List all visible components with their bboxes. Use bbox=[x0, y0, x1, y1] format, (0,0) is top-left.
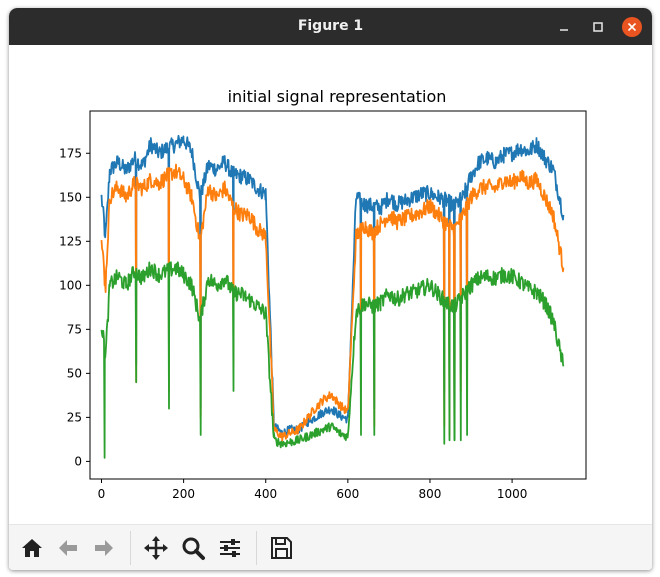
axes-frame bbox=[89, 110, 587, 480]
figure-canvas[interactable]: initial signal representation 0 200 400 600… bbox=[9, 45, 652, 524]
home-icon bbox=[22, 539, 42, 557]
window-title: Figure 1 bbox=[297, 18, 364, 34]
maximize-icon bbox=[593, 22, 603, 32]
series-line-3 bbox=[100, 261, 565, 459]
y-axis: 0 25 50 75 100 125 150 175 bbox=[59, 146, 90, 468]
y-tick-label: 50 bbox=[67, 366, 82, 380]
zoom-button[interactable] bbox=[180, 535, 206, 561]
y-tick-label: 125 bbox=[59, 234, 82, 248]
y-tick-label: 0 bbox=[74, 454, 82, 468]
title-bar[interactable]: Figure 1 bbox=[9, 8, 652, 45]
back-button[interactable] bbox=[55, 535, 81, 561]
save-button[interactable] bbox=[268, 535, 294, 561]
minimize-icon bbox=[560, 29, 568, 31]
subplots-config-icon bbox=[220, 539, 240, 557]
toolbar-separator bbox=[256, 531, 257, 565]
forward-arrow-icon bbox=[95, 540, 113, 556]
toolbar-separator bbox=[130, 531, 131, 565]
x-axis: 0 200 400 600 800 1000 bbox=[98, 479, 528, 501]
y-tick-label: 150 bbox=[59, 190, 82, 204]
series-line-1 bbox=[100, 134, 565, 438]
x-tick-label: 400 bbox=[254, 487, 277, 501]
back-arrow-icon bbox=[59, 540, 77, 556]
navigation-toolbar bbox=[9, 524, 652, 570]
x-tick-label: 800 bbox=[419, 487, 442, 501]
forward-button[interactable] bbox=[91, 535, 117, 561]
series-line-2 bbox=[100, 163, 565, 442]
x-tick-label: 200 bbox=[172, 487, 195, 501]
x-tick-label: 0 bbox=[98, 487, 106, 501]
x-tick-label: 1000 bbox=[497, 487, 528, 501]
figure-window: Figure 1 initial signal representation 0… bbox=[9, 8, 652, 570]
y-tick-label: 175 bbox=[59, 146, 82, 160]
x-tick-label: 600 bbox=[336, 487, 359, 501]
minimize-button[interactable] bbox=[554, 17, 574, 37]
y-tick-label: 100 bbox=[59, 278, 82, 292]
y-tick-label: 25 bbox=[67, 410, 82, 424]
series-layer bbox=[100, 134, 565, 459]
y-tick-label: 75 bbox=[67, 322, 82, 336]
close-icon bbox=[627, 22, 637, 32]
chart: initial signal representation 0 200 400 600… bbox=[59, 87, 587, 501]
home-button[interactable] bbox=[19, 535, 45, 561]
maximize-button[interactable] bbox=[588, 17, 608, 37]
close-button[interactable] bbox=[622, 17, 642, 37]
save-icon bbox=[271, 537, 292, 559]
pan-button[interactable] bbox=[143, 535, 169, 561]
subplots-config-button[interactable] bbox=[217, 535, 243, 561]
pan-icon bbox=[144, 536, 168, 560]
zoom-icon bbox=[182, 537, 205, 560]
plot-title: initial signal representation bbox=[228, 87, 447, 106]
